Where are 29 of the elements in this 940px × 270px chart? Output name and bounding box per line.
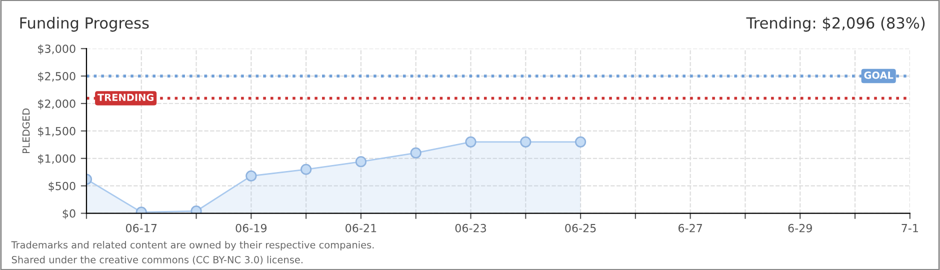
x-tick-label: 06-25: [565, 224, 596, 232]
x-tick-label: 06-19: [236, 224, 267, 232]
y-tick-label: $2,000: [38, 99, 76, 110]
y-tick-label: $3,000: [38, 44, 76, 54]
y-tick-label: $0: [62, 209, 76, 220]
x-tick-label: 6-27: [678, 224, 702, 232]
point: [355, 156, 367, 168]
point: [300, 164, 312, 175]
point: [465, 136, 476, 148]
y-tick-label: $500: [48, 182, 76, 192]
y-tick-label: $1,000: [38, 154, 76, 164]
y-tick-label: $1,500: [38, 126, 76, 137]
x-tick-label: 7-1: [902, 224, 918, 232]
text: Shared under the creative commons (CC BY-NC 3.0) license.: [12, 256, 302, 265]
point: [520, 136, 532, 148]
y-axis-title: PLEDGED: [22, 108, 30, 154]
y-tick-label: $2,500: [38, 72, 76, 82]
text: Trademarks and related content are owned by their respective companies.: [11, 240, 374, 250]
x-tick-label: 06-21: [346, 224, 376, 232]
ref-line-label: GOAL: [864, 72, 894, 79]
point: [246, 170, 257, 182]
ref-line-label: TRENDING: [98, 94, 154, 102]
x-tick-label: 06-23: [455, 224, 486, 232]
text: Trending: $2,096 (83%): [746, 16, 925, 32]
point: [574, 136, 586, 148]
x-tick-label: 6-29: [788, 224, 812, 232]
chart-title: Funding Progress: [20, 16, 149, 32]
point: [410, 147, 422, 158]
x-tick-label: 06-17: [126, 224, 157, 232]
